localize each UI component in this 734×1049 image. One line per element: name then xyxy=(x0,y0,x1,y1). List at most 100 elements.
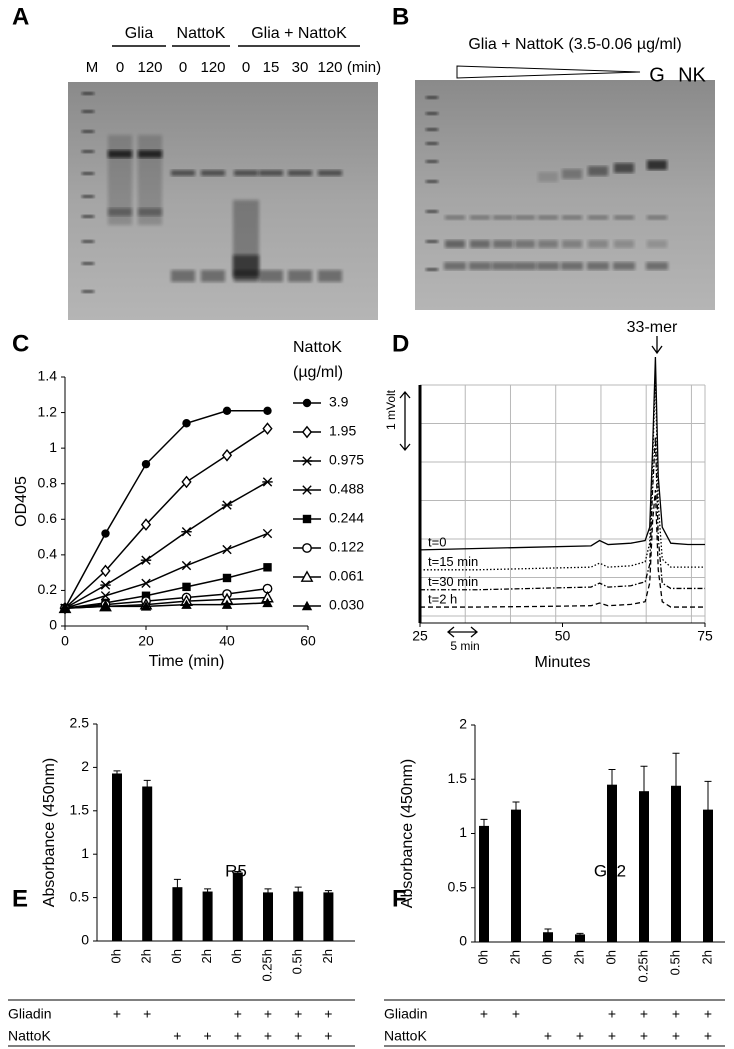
treatment-mark: + xyxy=(294,1006,302,1022)
gel-band xyxy=(538,215,558,220)
bar xyxy=(232,872,243,941)
error-bar xyxy=(173,878,181,895)
y-tick-label: 2 xyxy=(81,758,89,774)
legend-label: 1.95 xyxy=(329,423,356,439)
gel-band xyxy=(82,172,94,175)
legend-label: 3.9 xyxy=(329,394,349,410)
point-marker xyxy=(221,500,233,510)
point-marker xyxy=(263,406,272,415)
treatment-mark: + xyxy=(640,1028,648,1044)
gel-band xyxy=(445,215,465,220)
point-marker xyxy=(59,603,71,613)
point-marker xyxy=(262,477,273,487)
legend-title: NattoK xyxy=(293,339,342,356)
gel-band xyxy=(445,240,465,248)
gel-band xyxy=(588,215,608,220)
gel-band xyxy=(82,110,94,113)
treatment-mark: + xyxy=(324,1028,332,1044)
point-marker xyxy=(181,475,192,489)
gel-band xyxy=(515,215,535,220)
marker-part xyxy=(262,597,273,608)
row-label: Gliadin xyxy=(384,1006,428,1022)
y-tick-label: 1.5 xyxy=(70,802,90,818)
error-bar xyxy=(544,928,552,936)
lane-label: 120 xyxy=(200,59,225,76)
point-marker xyxy=(100,564,111,578)
treatment-mark: + xyxy=(143,1006,151,1022)
gel-band xyxy=(201,170,225,176)
bar xyxy=(172,887,183,941)
gel-band xyxy=(561,262,583,270)
gel-band xyxy=(82,150,94,153)
point-marker xyxy=(301,456,313,466)
group-label: Glia xyxy=(125,25,154,42)
gel-band xyxy=(426,96,438,99)
treatment-mark: + xyxy=(576,1028,584,1044)
marker-part xyxy=(301,600,313,611)
lane-label: 0 xyxy=(116,59,124,76)
point-marker xyxy=(302,514,312,524)
x-tick-label: 20 xyxy=(138,633,154,649)
data-line xyxy=(419,356,705,551)
axis-line xyxy=(96,724,355,942)
gel-band xyxy=(426,128,438,131)
treatment-mark: + xyxy=(704,1006,712,1022)
gel-band xyxy=(588,166,608,176)
marker-part xyxy=(182,419,191,428)
point-marker xyxy=(302,485,312,495)
data-line xyxy=(420,375,705,571)
y-axis-label: OD405 xyxy=(13,476,30,527)
error-bar xyxy=(480,818,488,833)
gel-title: Glia + NattoK (3.5-0.06 µg/ml) xyxy=(468,36,681,53)
y-tick-label: 0.5 xyxy=(448,878,468,894)
marker-part xyxy=(302,514,312,524)
point-marker xyxy=(100,601,111,611)
error-bar xyxy=(204,888,212,895)
panel-letter: A xyxy=(12,3,29,30)
marker-part xyxy=(262,528,273,539)
treatment-mark: + xyxy=(704,1028,712,1044)
marker-part xyxy=(302,543,312,553)
marker-part xyxy=(222,544,232,555)
x-tick-label: 0.25h xyxy=(635,950,650,983)
data-line xyxy=(64,410,268,609)
bar xyxy=(293,891,304,941)
marker-part xyxy=(140,601,152,611)
gel-band xyxy=(426,240,438,243)
gel-band xyxy=(426,142,438,145)
legend-label: 0.061 xyxy=(329,568,364,584)
data-line xyxy=(420,489,705,608)
trace-label: t=0 xyxy=(428,534,446,549)
point-marker xyxy=(222,406,232,415)
y-tick-label: 2.5 xyxy=(70,715,90,731)
data-line xyxy=(64,481,268,609)
gel-band xyxy=(259,270,283,282)
legend-label: 0.244 xyxy=(329,510,364,526)
treatment-mark: + xyxy=(544,1028,552,1044)
bar xyxy=(575,934,585,942)
error-bar xyxy=(113,770,121,777)
gel-band xyxy=(171,270,195,282)
legend-label: 0.975 xyxy=(329,452,364,468)
gel-band xyxy=(614,163,634,173)
data-line xyxy=(64,602,268,609)
y-axis-label: Absorbance (450nm) xyxy=(399,759,416,908)
gel-band xyxy=(614,215,634,220)
x-tick-label: 25 xyxy=(412,628,428,644)
y-tick-label: 1 xyxy=(49,439,57,455)
gel-band xyxy=(82,262,94,265)
gel-band xyxy=(647,215,667,220)
point-marker xyxy=(262,422,273,435)
marker-part xyxy=(221,599,233,609)
gel-band xyxy=(613,262,635,270)
point-marker xyxy=(221,599,233,609)
bar xyxy=(202,891,213,941)
gel-band xyxy=(259,170,283,176)
x-tick-label: 0.25h xyxy=(259,949,274,982)
marker-part xyxy=(101,529,110,538)
marker-part xyxy=(300,570,314,582)
point-marker xyxy=(140,555,152,565)
y-tick-label: 0.4 xyxy=(38,546,58,562)
gel-band xyxy=(234,170,258,176)
